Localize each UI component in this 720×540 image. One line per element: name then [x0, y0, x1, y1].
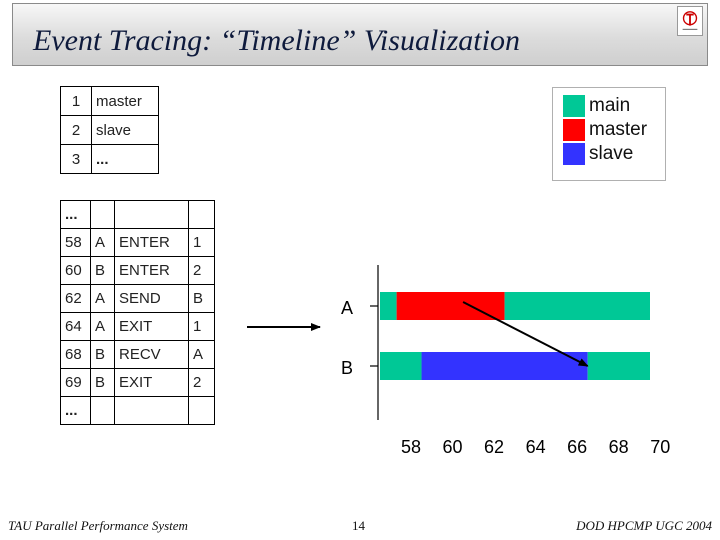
event-cell: ENTER: [114, 228, 189, 257]
page-number: 14: [352, 518, 365, 533]
time-cell: 69: [60, 368, 91, 397]
tick-label: 62: [484, 437, 504, 457]
footer-left: TAU Parallel Performance System: [8, 518, 188, 533]
time-cell: 58: [60, 228, 91, 257]
legend-label: slave: [589, 143, 634, 164]
proc-cell: A: [90, 284, 115, 313]
process-id-table: 1 master 2 slave 3 ...: [60, 86, 159, 174]
table-row: ...: [60, 396, 215, 425]
title-bar: Event Tracing: “Timeline” Visualization: [12, 3, 708, 66]
timeline-segment-main: [380, 292, 397, 320]
event-cell: ENTER: [114, 256, 189, 285]
legend-label: main: [589, 95, 631, 116]
legend-swatch: [563, 119, 585, 141]
legend-label: master: [589, 119, 648, 140]
table-row: 64 A EXIT 1: [60, 312, 215, 341]
table-row: 2 slave: [60, 115, 159, 145]
ellipsis-cell: ...: [60, 396, 91, 425]
timeline-segment-master: [396, 292, 505, 320]
table-row: 1 master: [60, 86, 159, 116]
legend-swatch: [563, 95, 585, 117]
message-arrow: [462, 301, 589, 367]
table-row: 68 B RECV A: [60, 340, 215, 369]
legend-swatch: [563, 143, 585, 165]
tick-label: 60: [443, 437, 463, 457]
legend: main master slave: [552, 87, 666, 181]
arg-cell: B: [188, 284, 215, 313]
table-row: 3 ...: [60, 144, 159, 174]
tick-label: 64: [526, 437, 546, 457]
timeline-segment-main: [587, 352, 650, 380]
table-row: 58 A ENTER 1: [60, 228, 215, 257]
proc-cell: A: [90, 312, 115, 341]
tick-label: 70: [650, 437, 670, 457]
track-label: B: [341, 358, 353, 378]
tick-label: 58: [401, 437, 421, 457]
event-cell: EXIT: [114, 312, 189, 341]
time-cell: 68: [60, 340, 91, 369]
table-row: 62 A SEND B: [60, 284, 215, 313]
tick-label: 66: [567, 437, 587, 457]
timeline-segment-slave: [421, 352, 588, 380]
time-cell: 62: [60, 284, 91, 313]
logo-icon: [677, 6, 703, 36]
track-label: A: [341, 298, 353, 318]
event-cell: SEND: [114, 284, 189, 313]
table-row: ...: [60, 200, 215, 229]
tick-label: 68: [609, 437, 629, 457]
table-row: 60 B ENTER 2: [60, 256, 215, 285]
timeline-segment-main: [380, 352, 422, 380]
footer-right: DOD HPCMP UGC 2004: [576, 518, 712, 533]
proc-cell: B: [90, 368, 115, 397]
slide-title: Event Tracing: “Timeline” Visualization: [33, 24, 520, 57]
event-trace-table: ... 58 A ENTER 1 60 B ENTER 2 62 A SEND …: [60, 200, 215, 425]
arg-cell: 1: [188, 312, 215, 341]
arg-cell: 1: [188, 228, 215, 257]
arg-cell: 2: [188, 256, 215, 285]
id-cell: 2: [60, 115, 92, 145]
name-cell: slave: [91, 115, 159, 145]
name-cell: ...: [91, 144, 159, 174]
timeline-segment-main: [504, 292, 650, 320]
